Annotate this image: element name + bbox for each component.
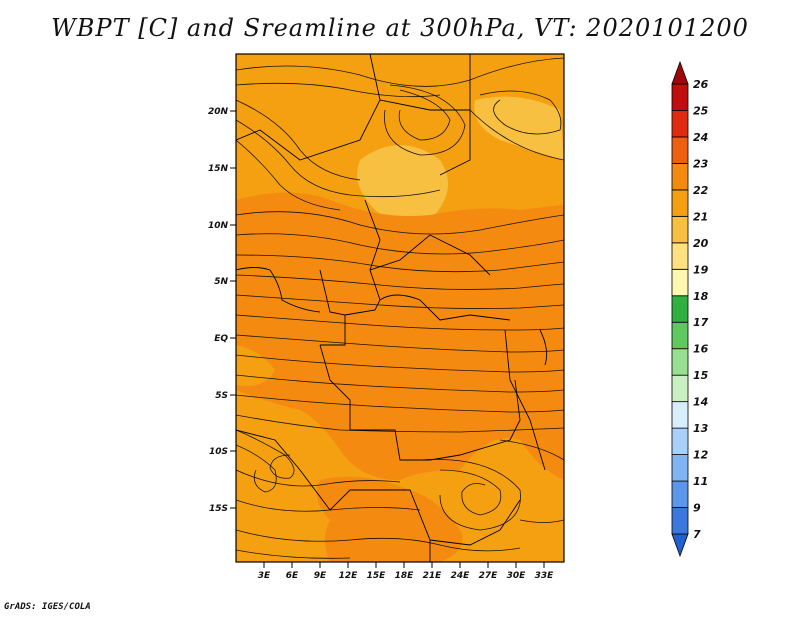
colorbar-label: 20 — [693, 237, 709, 250]
lon-label: 9E — [314, 571, 327, 581]
lon-label: 6E — [286, 571, 299, 581]
colorbar-box — [671, 454, 689, 482]
colorbar-label: 18 — [693, 290, 709, 303]
latitude-labels: 20N 15N 10N 5N EQ 5S 10S 15S — [208, 107, 229, 514]
colorbar-label: 22 — [693, 184, 709, 197]
lon-label: 33E — [535, 571, 555, 581]
lon-label: 27E — [479, 571, 499, 581]
lon-label: 24E — [451, 571, 471, 581]
colorbar-box — [671, 401, 689, 429]
colorbar-box — [671, 374, 689, 403]
warm-band-central — [236, 192, 564, 480]
longitude-labels: 3E 6E 9E 12E 15E 18E 21E 24E 27E 30E 33E — [258, 571, 554, 581]
lat-label: 5S — [215, 391, 228, 401]
lon-label: 30E — [507, 571, 527, 581]
colorbar-label: 12 — [693, 449, 709, 462]
colorbar-label: 9 — [693, 502, 701, 515]
colorbar-label: 26 — [693, 78, 709, 91]
colorbar-label: 11 — [693, 475, 708, 488]
colorbar-arrow-high — [671, 60, 689, 85]
lon-label: 21E — [423, 571, 443, 581]
colorbar-box — [671, 321, 689, 350]
colorbar-box — [671, 83, 689, 111]
lat-label: EQ — [214, 334, 228, 344]
lat-label: 20N — [208, 107, 229, 117]
colorbar-arrow-low — [671, 533, 689, 558]
colorbar-label: 23 — [693, 157, 709, 170]
colorbar-label: 14 — [693, 396, 708, 409]
colorbar-box — [671, 215, 689, 244]
map-frame — [235, 53, 565, 563]
colorbar-box — [671, 348, 689, 376]
lat-label: 10S — [209, 447, 228, 457]
grads-credit: GrADS: IGES/COLA — [4, 602, 91, 612]
lon-label: 15E — [367, 571, 387, 581]
axis-ticks — [230, 110, 545, 568]
country-borders — [236, 54, 548, 562]
colorbar-box — [671, 163, 689, 191]
lat-label: 10N — [208, 221, 229, 231]
colorbar-label: 21 — [693, 210, 708, 223]
colorbar-label: 24 — [693, 131, 708, 144]
colorbar-box — [671, 268, 689, 297]
colorbar-box — [671, 427, 689, 455]
colorbar-box — [671, 295, 689, 323]
colorbar-box — [671, 110, 689, 138]
chart-title: WBPT [C] and Sreamline at 300hPa, VT: 20… — [51, 14, 749, 42]
colorbar-label: 19 — [693, 263, 709, 276]
colorbar-label: 13 — [693, 422, 709, 435]
lat-label: 5N — [214, 277, 228, 287]
colorbar-box — [671, 242, 689, 270]
colorbar-label: 15 — [693, 369, 709, 382]
colorbar-label: 25 — [693, 104, 709, 117]
colorbar: 7 9 11 12 13 14 15 16 17 18 19 20 21 22 23 24 25 26 — [671, 60, 709, 558]
lat-label: 15S — [209, 504, 228, 514]
colorbar-box — [671, 189, 689, 217]
colorbar-box — [671, 480, 689, 508]
colorbar-label: 17 — [693, 316, 709, 329]
colorbar-label: 7 — [693, 528, 701, 541]
lon-label: 12E — [339, 571, 359, 581]
colorbar-box — [671, 136, 689, 164]
colorbar-box — [671, 507, 689, 535]
lon-label: 3E — [258, 571, 271, 581]
lon-label: 18E — [395, 571, 415, 581]
warm-tongue-north — [357, 145, 448, 224]
colorbar-label: 16 — [693, 343, 709, 356]
lat-label: 15N — [208, 164, 229, 174]
